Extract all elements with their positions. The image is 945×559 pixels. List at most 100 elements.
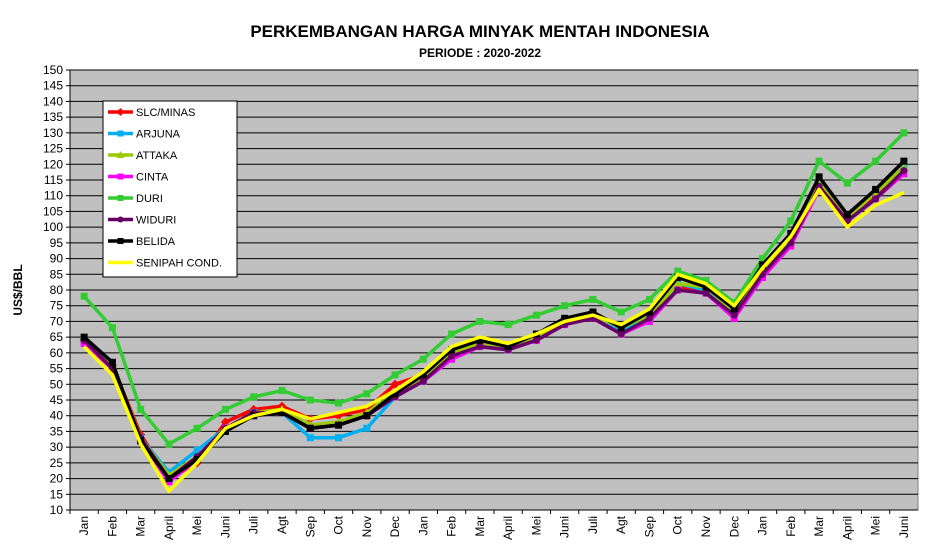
legend-box <box>102 100 238 278</box>
legend-label: WIDURI <box>136 215 176 227</box>
data-point <box>900 129 908 137</box>
series-lines <box>79 129 909 493</box>
x-tick-label: Mar <box>473 516 487 537</box>
series-senipah-cond <box>82 187 905 493</box>
data-point <box>589 295 597 303</box>
x-axis-ticks: Jan Feb Mar April Mei Juni Juli Agt Sep Oct Nov Dec… <box>69 510 911 540</box>
y-tick-label: 55 <box>50 362 64 376</box>
y-tick-label: 105 <box>43 204 63 218</box>
x-tick-label: Nov <box>699 516 713 537</box>
x-tick-label: Juni <box>218 516 232 538</box>
data-point <box>702 283 710 291</box>
legend-item: ATTAKA <box>108 150 178 162</box>
data-point <box>250 393 258 401</box>
data-point <box>391 371 399 379</box>
data-point <box>730 311 738 319</box>
legend-label: DURI <box>136 193 163 205</box>
y-tick-label: 115 <box>44 173 63 187</box>
x-tick-label: Juli <box>586 516 600 534</box>
legend-item: BELIDA <box>108 236 176 248</box>
data-point <box>815 157 823 165</box>
y-tick-label: 30 <box>50 440 64 454</box>
data-point <box>673 279 683 288</box>
data-point <box>702 289 710 297</box>
data-point <box>645 314 653 322</box>
data-point <box>193 424 201 432</box>
data-point <box>872 195 880 203</box>
data-point <box>448 330 456 338</box>
data-point <box>843 179 851 187</box>
y-axis-label: US$/BBL <box>11 264 25 315</box>
data-point <box>108 324 116 332</box>
data-point <box>476 336 484 344</box>
y-tick-label: 110 <box>44 189 63 203</box>
data-point <box>730 299 738 307</box>
x-tick-label: Juli <box>247 516 261 534</box>
data-point <box>193 446 201 454</box>
data-point <box>645 295 653 303</box>
data-point <box>617 308 625 316</box>
y-tick-label: 85 <box>50 267 64 281</box>
data-point <box>390 379 400 389</box>
data-point <box>532 336 540 344</box>
data-point <box>759 255 767 263</box>
series-line <box>82 187 905 493</box>
data-point <box>589 308 597 316</box>
data-point <box>674 273 682 281</box>
y-tick-label: 95 <box>50 236 64 250</box>
data-point <box>116 151 125 158</box>
data-point <box>419 355 427 363</box>
legend-label: CINTA <box>136 172 169 184</box>
legend-item: SENIPAH COND. <box>108 258 222 270</box>
x-tick-label: Nov <box>360 516 374 537</box>
x-tick-label: Dec <box>727 516 741 537</box>
y-tick-label: 25 <box>50 456 64 470</box>
data-point <box>335 399 343 407</box>
data-point <box>872 185 880 193</box>
data-point <box>278 387 286 395</box>
x-tick-label: April <box>840 516 854 540</box>
y-tick-label: 125 <box>43 142 63 156</box>
y-tick-label: 80 <box>50 283 64 297</box>
y-tick-label: 100 <box>43 220 63 234</box>
data-point <box>117 216 124 223</box>
data-point <box>306 396 314 404</box>
chart-subtitle: PERIODE : 2020-2022 <box>418 46 542 60</box>
x-tick-label: Jan <box>756 516 770 535</box>
data-point <box>561 314 569 322</box>
data-point <box>335 421 343 429</box>
legend: SLC/MINAS ARJUNA ATTAKA CINTA DURI WIDURI BELI… <box>102 100 238 278</box>
legend-label: ARJUNA <box>136 129 181 141</box>
data-point <box>117 238 124 244</box>
x-tick-label: Feb <box>784 516 798 537</box>
x-tick-label: Feb <box>445 516 459 537</box>
data-point <box>730 305 738 313</box>
legend-item: WIDURI <box>108 215 176 227</box>
x-tick-label: Mei <box>190 516 204 535</box>
y-tick-label: 75 <box>50 299 64 313</box>
y-tick-label: 35 <box>50 424 64 438</box>
data-point <box>419 377 427 385</box>
legend-item: DURI <box>108 193 163 205</box>
chart-title: PERKEMBANGAN HARGA MINYAK MENTAH INDONES… <box>250 22 710 41</box>
legend-item: CINTA <box>108 172 169 184</box>
data-point <box>278 409 286 417</box>
data-point <box>561 302 569 310</box>
y-tick-label: 130 <box>43 126 63 140</box>
x-tick-label: Mei <box>869 516 883 535</box>
data-point <box>117 130 124 137</box>
legend-label: BELIDA <box>136 236 176 248</box>
y-tick-label: 140 <box>43 94 63 108</box>
data-point <box>476 317 484 325</box>
legend-label: SLC/MINAS <box>136 107 195 119</box>
data-point <box>117 195 124 201</box>
legend-label: ATTAKA <box>136 150 178 162</box>
data-point <box>787 217 795 225</box>
data-point <box>900 157 908 165</box>
data-point <box>617 324 625 332</box>
x-tick-label: Sep <box>303 516 317 538</box>
data-point <box>220 417 230 427</box>
data-point <box>617 330 625 338</box>
series-line <box>82 131 906 446</box>
